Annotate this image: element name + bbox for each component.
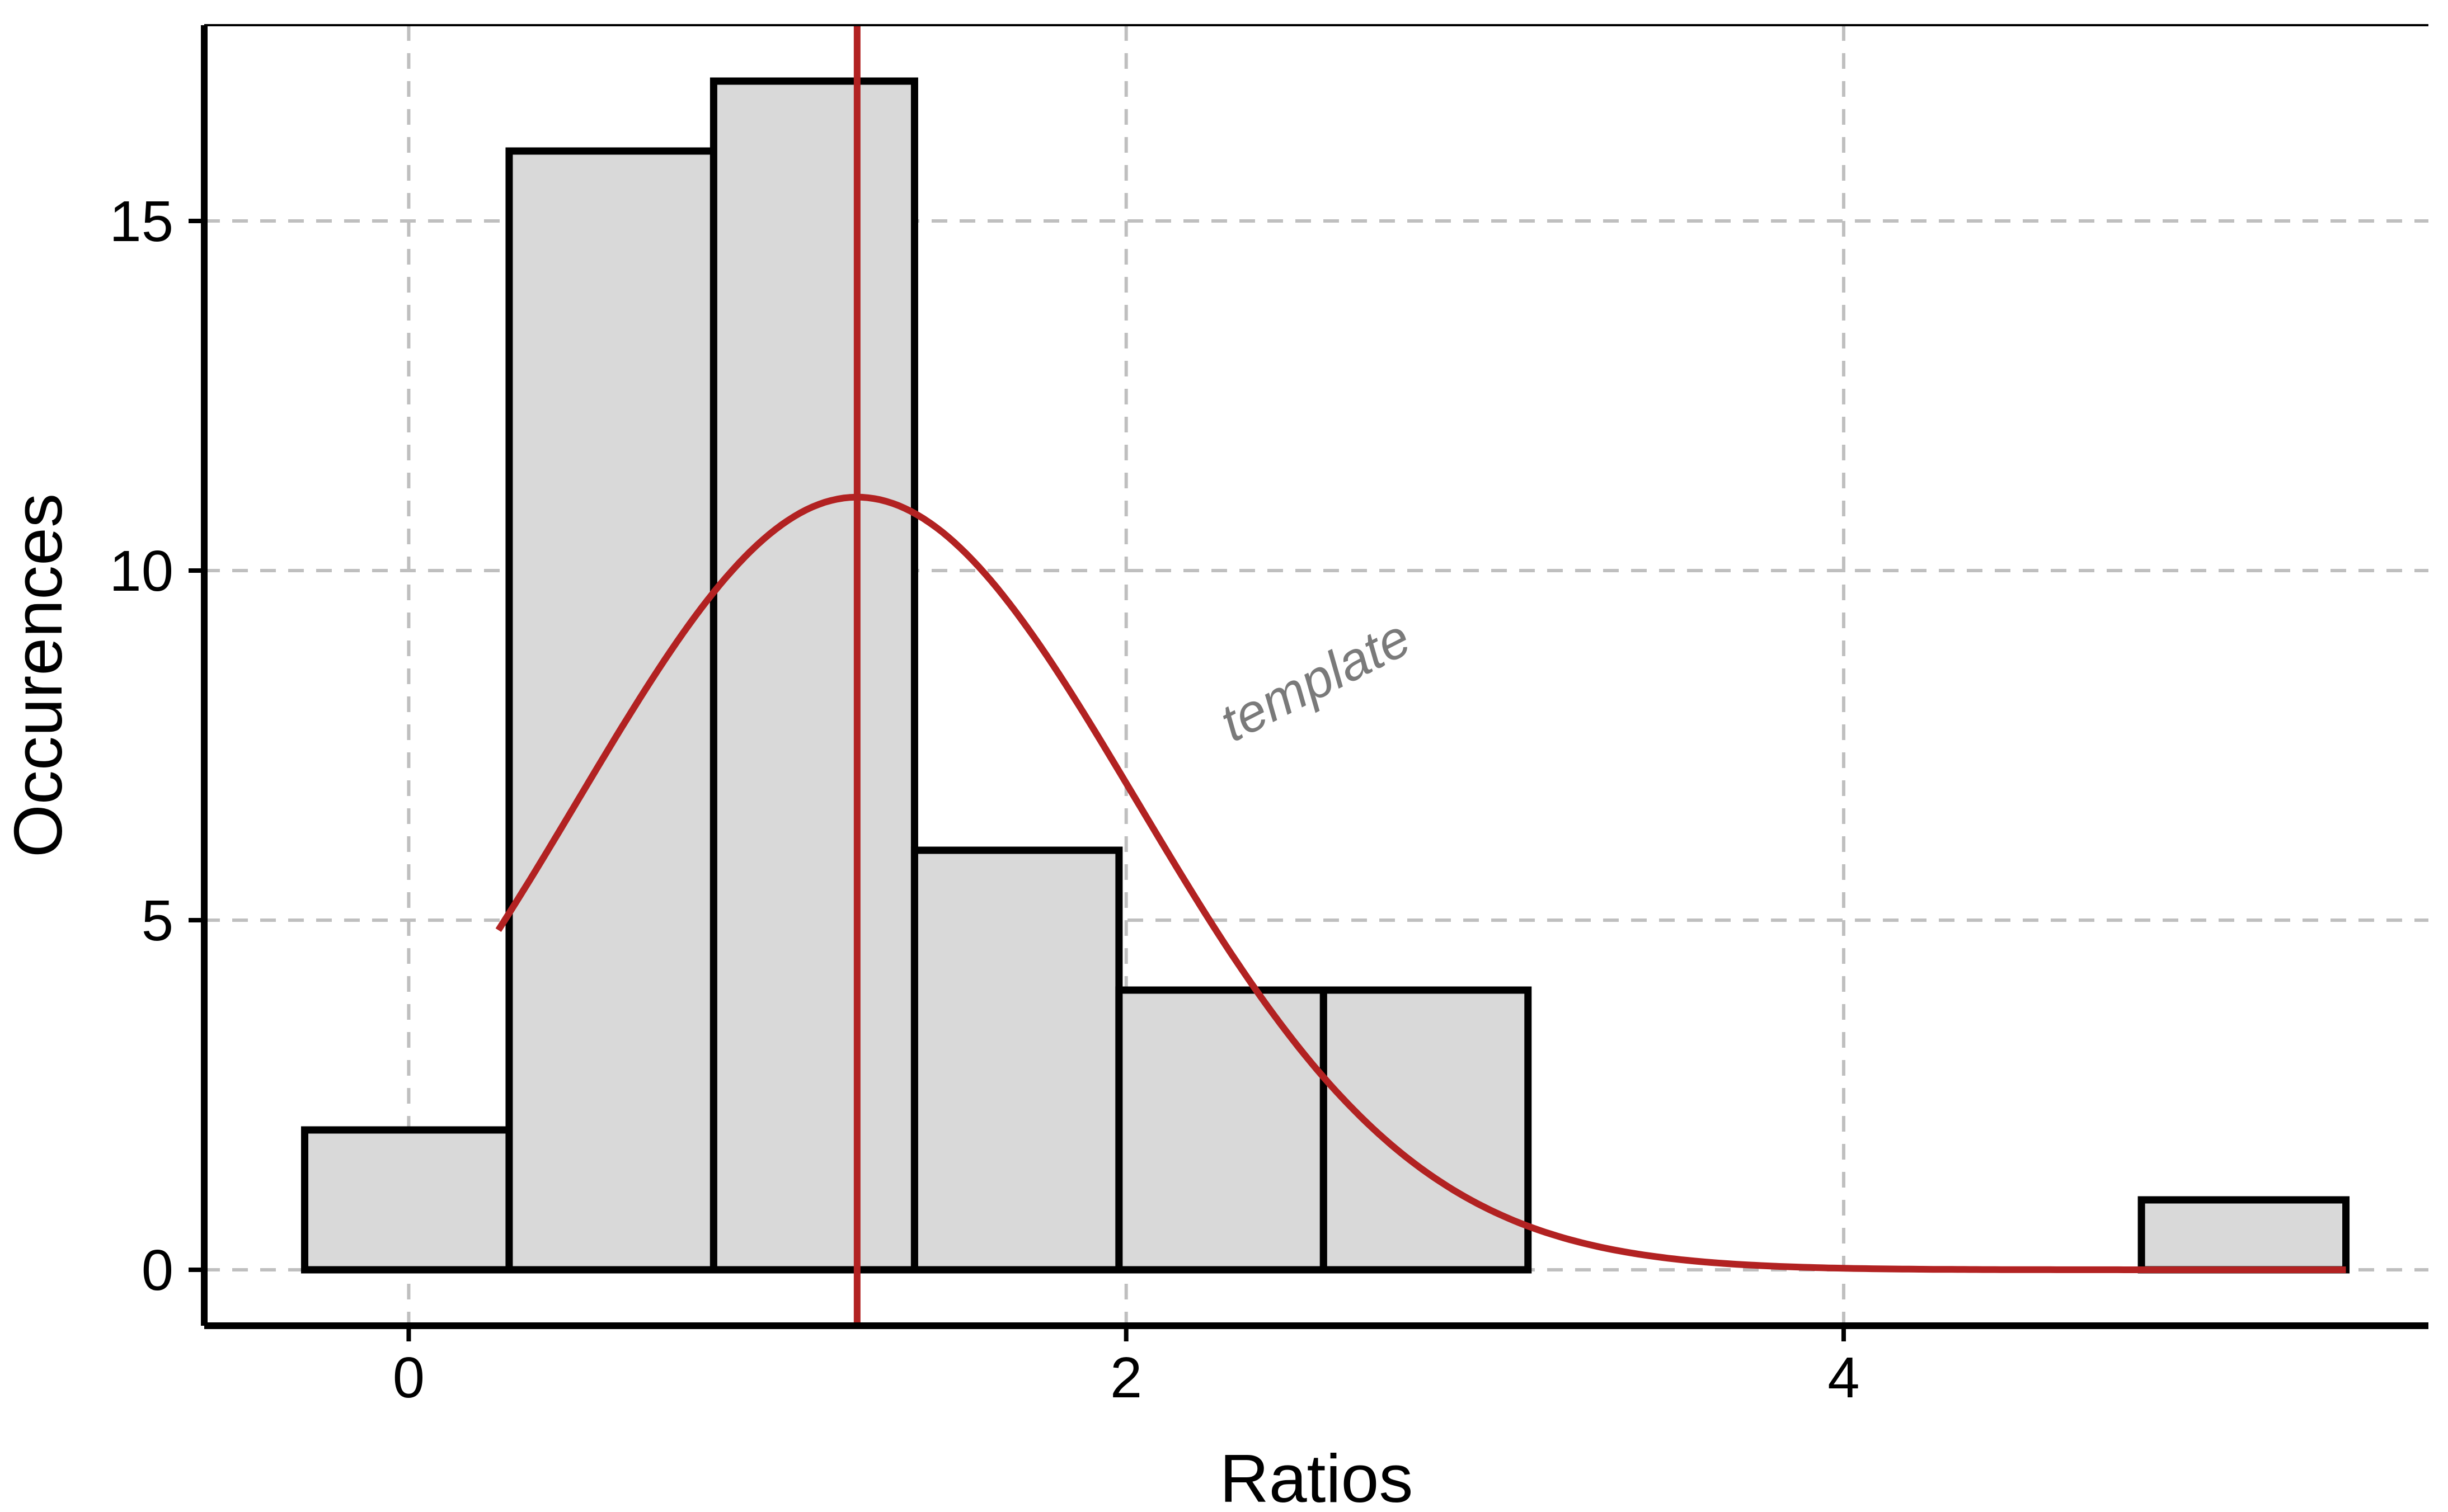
x-tick-label: 0 bbox=[393, 1345, 425, 1410]
overlay-lines bbox=[495, 25, 2346, 1326]
histogram-bar bbox=[1115, 986, 1327, 1274]
x-tick-label: 4 bbox=[1827, 1345, 1859, 1410]
histogram-bar bbox=[505, 147, 717, 1274]
y-tick-label: 15 bbox=[109, 189, 173, 253]
y-tick-label: 0 bbox=[142, 1238, 173, 1302]
y-tick-label: 10 bbox=[109, 539, 173, 603]
y-axis-title: Occurences bbox=[0, 493, 76, 858]
histogram-bars bbox=[301, 77, 2350, 1274]
x-tick-label: 2 bbox=[1110, 1345, 1142, 1410]
axes bbox=[189, 24, 2428, 1341]
x-axis-title: Ratios bbox=[1220, 1440, 1413, 1512]
histogram-bar bbox=[301, 1126, 513, 1274]
histogram-bar bbox=[910, 846, 1123, 1274]
normal-curve-line bbox=[495, 493, 2346, 1273]
y-tick-label: 5 bbox=[142, 888, 173, 953]
histogram-bar bbox=[710, 77, 918, 1274]
histogram-bar bbox=[1319, 986, 1532, 1274]
tick-labels: 0 2 4 0 5 10 15 bbox=[109, 189, 1859, 1410]
histogram-bar bbox=[2137, 1196, 2350, 1274]
